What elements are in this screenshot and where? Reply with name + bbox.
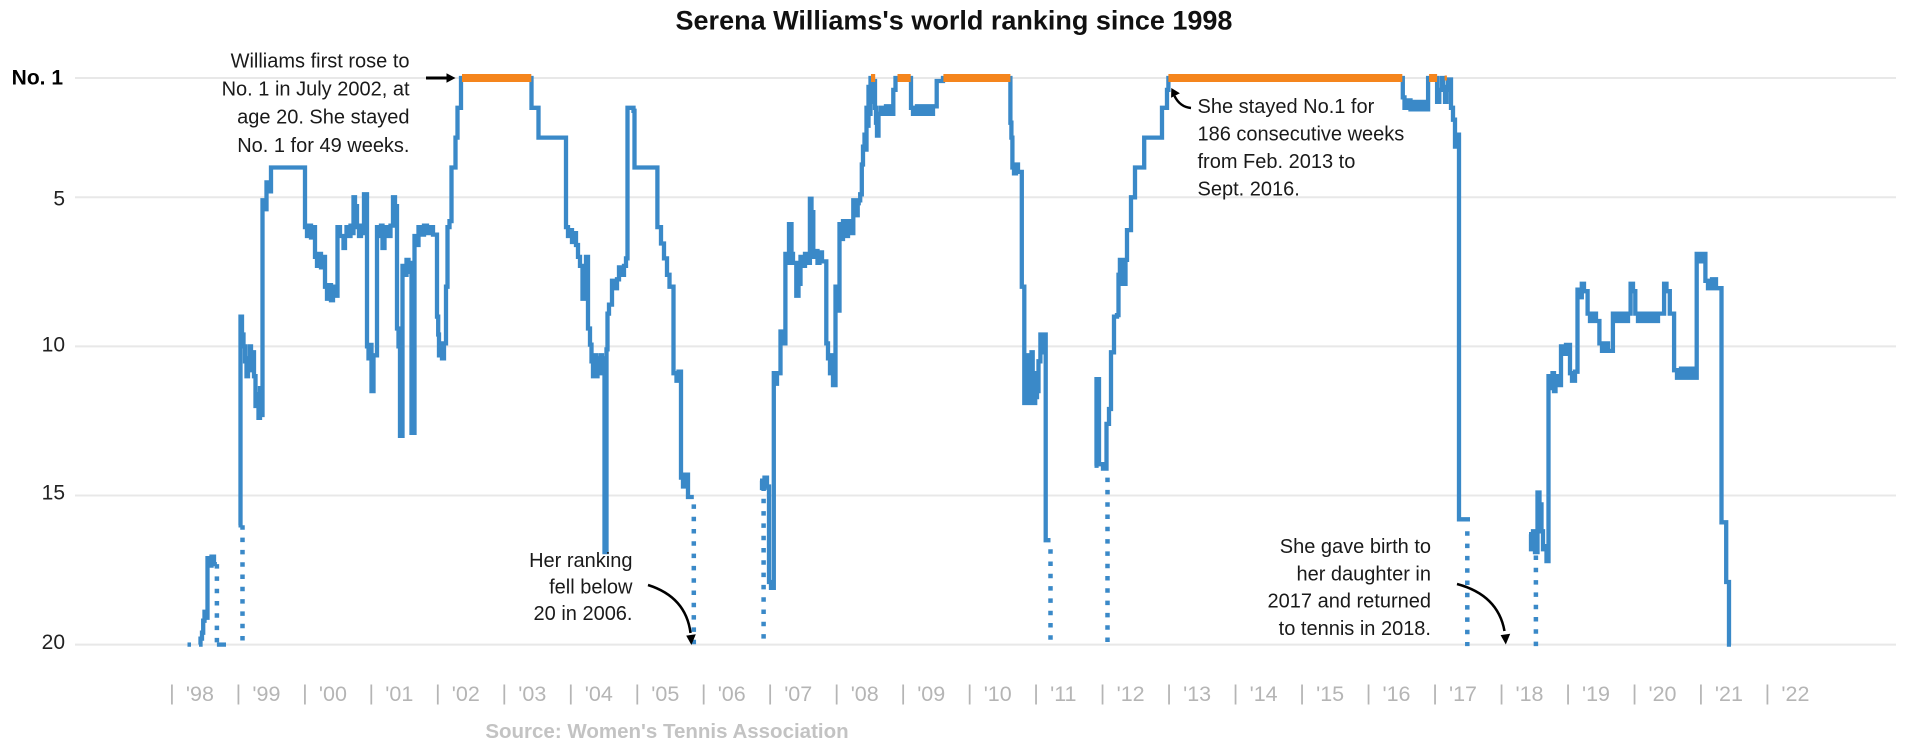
svg-text:'10: '10 xyxy=(984,682,1012,706)
svg-text:Source: Women's Tennis Associa: Source: Women's Tennis Association xyxy=(485,720,848,743)
svg-text:|: | xyxy=(1765,681,1771,705)
svg-text:|: | xyxy=(701,681,707,705)
svg-text:'11: '11 xyxy=(1050,682,1076,706)
svg-text:15: 15 xyxy=(42,481,65,504)
svg-text:'03: '03 xyxy=(518,682,546,706)
svg-text:'16: '16 xyxy=(1383,682,1411,706)
svg-text:|: | xyxy=(1033,681,1039,705)
svg-text:'02: '02 xyxy=(452,682,480,706)
svg-text:|: | xyxy=(236,681,242,705)
svg-text:20 in 2006.: 20 in 2006. xyxy=(534,603,633,625)
svg-text:|: | xyxy=(1632,681,1638,705)
svg-text:|: | xyxy=(967,681,973,705)
svg-text:|: | xyxy=(1166,681,1172,705)
svg-text:|: | xyxy=(1698,681,1704,705)
svg-text:No. 1 in July 2002, at: No. 1 in July 2002, at xyxy=(222,79,410,101)
svg-text:'04: '04 xyxy=(585,682,613,706)
svg-text:'14: '14 xyxy=(1250,682,1278,706)
svg-text:'05: '05 xyxy=(651,682,679,706)
svg-text:'18: '18 xyxy=(1516,682,1544,706)
svg-text:|: | xyxy=(1299,681,1305,705)
svg-text:age 20. She stayed: age 20. She stayed xyxy=(237,107,409,129)
svg-text:|: | xyxy=(568,681,574,705)
svg-text:5: 5 xyxy=(53,187,65,210)
svg-text:|: | xyxy=(900,681,906,705)
svg-text:'17: '17 xyxy=(1449,682,1477,706)
svg-text:|: | xyxy=(502,681,508,705)
svg-text:fell below: fell below xyxy=(549,577,633,599)
svg-text:|: | xyxy=(1100,681,1106,705)
svg-text:'12: '12 xyxy=(1117,682,1145,706)
svg-text:|: | xyxy=(834,681,840,705)
svg-text:|: | xyxy=(1565,681,1571,705)
svg-text:to tennis in 2018.: to tennis in 2018. xyxy=(1279,618,1431,640)
svg-text:'01: '01 xyxy=(385,682,413,706)
svg-text:'06: '06 xyxy=(718,682,746,706)
svg-text:'98: '98 xyxy=(186,682,214,706)
svg-text:'22: '22 xyxy=(1781,682,1809,706)
svg-text:186 consecutive weeks: 186 consecutive weeks xyxy=(1198,124,1405,146)
svg-text:Serena Williams's world rankin: Serena Williams's world ranking since 19… xyxy=(676,6,1233,36)
svg-text:Sept. 2016.: Sept. 2016. xyxy=(1198,179,1300,201)
svg-text:|: | xyxy=(1366,681,1372,705)
svg-text:her daughter in: her daughter in xyxy=(1296,563,1431,585)
svg-text:|: | xyxy=(1499,681,1505,705)
svg-text:|: | xyxy=(169,681,175,705)
svg-text:'09: '09 xyxy=(917,682,945,706)
svg-text:She gave birth to: She gave birth to xyxy=(1280,536,1431,558)
svg-text:'19: '19 xyxy=(1582,682,1610,706)
svg-text:|: | xyxy=(1432,681,1438,705)
svg-text:'15: '15 xyxy=(1316,682,1344,706)
svg-text:|: | xyxy=(302,681,308,705)
svg-text:from Feb. 2013 to: from Feb. 2013 to xyxy=(1198,151,1356,173)
svg-text:She stayed No.1 for: She stayed No.1 for xyxy=(1198,96,1375,118)
svg-text:No. 1: No. 1 xyxy=(12,67,64,90)
svg-text:|: | xyxy=(435,681,441,705)
svg-text:'08: '08 xyxy=(851,682,879,706)
svg-text:'07: '07 xyxy=(784,682,812,706)
svg-text:'13: '13 xyxy=(1183,682,1211,706)
svg-text:'00: '00 xyxy=(319,682,347,706)
svg-text:'99: '99 xyxy=(252,682,280,706)
svg-text:No. 1 for 49 weeks.: No. 1 for 49 weeks. xyxy=(237,135,409,157)
svg-text:2017 and returned: 2017 and returned xyxy=(1268,591,1431,613)
svg-text:10: 10 xyxy=(42,334,65,357)
svg-text:'21: '21 xyxy=(1715,682,1743,706)
svg-text:|: | xyxy=(1233,681,1239,705)
svg-text:Her ranking: Her ranking xyxy=(529,550,632,572)
svg-text:20: 20 xyxy=(42,631,65,654)
svg-text:|: | xyxy=(635,681,641,705)
svg-text:|: | xyxy=(369,681,375,705)
svg-text:'20: '20 xyxy=(1649,682,1677,706)
svg-text:Williams first rose to: Williams first rose to xyxy=(231,50,410,72)
svg-text:|: | xyxy=(767,681,773,705)
